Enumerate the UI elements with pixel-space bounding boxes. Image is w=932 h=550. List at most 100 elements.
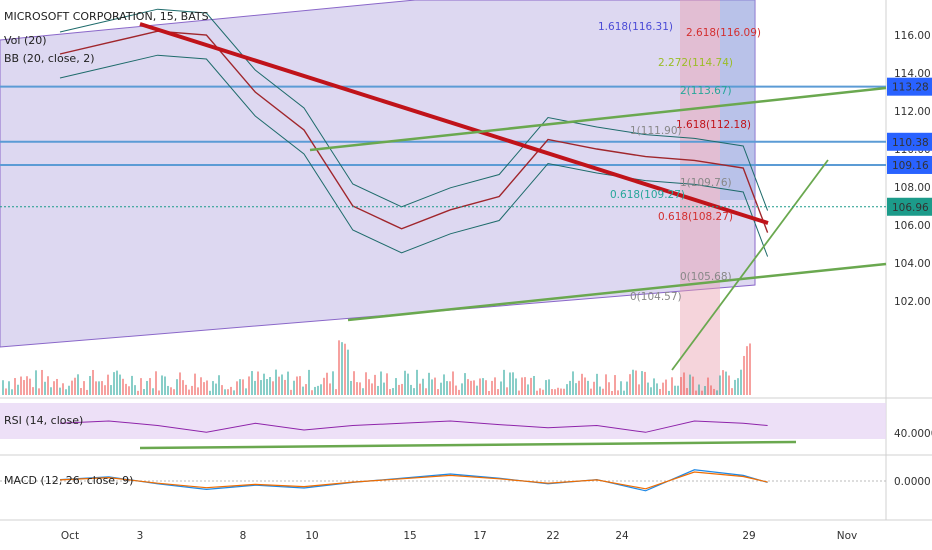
volume-bar bbox=[413, 388, 415, 395]
volume-bar bbox=[368, 379, 370, 395]
volume-bar bbox=[104, 385, 106, 395]
volume-bar bbox=[191, 385, 193, 395]
fib-label: 1(109.76) bbox=[680, 177, 732, 189]
volume-bar bbox=[59, 387, 61, 395]
volume-bar bbox=[206, 380, 208, 395]
volume-bar bbox=[473, 380, 475, 395]
macd-legend: MACD (12, 26, close, 9) bbox=[4, 474, 134, 487]
volume-bar bbox=[221, 385, 223, 395]
volume-bar bbox=[392, 388, 394, 395]
volume-bar bbox=[389, 389, 391, 395]
volume-bar bbox=[539, 388, 541, 395]
x-tick-label: 10 bbox=[305, 530, 318, 542]
volume-bar bbox=[707, 377, 709, 395]
rsi-line bbox=[59, 420, 768, 433]
volume-bar bbox=[62, 383, 64, 395]
volume-bar bbox=[572, 371, 574, 395]
volume-bar bbox=[749, 343, 751, 395]
macd-line bbox=[59, 469, 768, 492]
green-steep-trend bbox=[671, 159, 829, 371]
rsi-legend: RSI (14, close) bbox=[4, 414, 84, 427]
volume-bar bbox=[194, 373, 196, 395]
level-badge-110: 110.38 bbox=[892, 137, 929, 149]
volume-bar bbox=[476, 385, 478, 395]
volume-bar bbox=[353, 371, 355, 395]
rsi-trend-line bbox=[139, 440, 797, 450]
volume-bar bbox=[485, 380, 487, 395]
volume-bar bbox=[326, 372, 328, 395]
volume-bar bbox=[356, 382, 358, 395]
volume-bar bbox=[644, 371, 646, 395]
volume-bar bbox=[590, 388, 592, 395]
volume-bar bbox=[488, 390, 490, 395]
volume-bar bbox=[233, 390, 235, 395]
price-tick-label: 114.00 bbox=[894, 68, 931, 80]
volume-bar bbox=[428, 372, 430, 395]
volume-bar bbox=[209, 390, 211, 395]
volume-bar bbox=[263, 373, 265, 395]
volume-bar bbox=[737, 378, 739, 395]
volume-bar bbox=[377, 385, 379, 395]
volume-bar bbox=[608, 382, 610, 395]
bb-lower-band bbox=[59, 54, 769, 257]
volume-bar bbox=[110, 385, 112, 395]
volume-bar bbox=[455, 385, 457, 395]
volume-bar bbox=[575, 383, 577, 395]
volume-bar bbox=[122, 378, 124, 395]
volume-bar bbox=[635, 370, 637, 395]
fib-label: 1.618(112.18) bbox=[676, 119, 751, 131]
volume-bar bbox=[95, 381, 97, 395]
volume-bar bbox=[149, 378, 151, 395]
volume-bar bbox=[119, 374, 121, 395]
volume-bar bbox=[272, 381, 274, 395]
level-badge-113-bg bbox=[887, 77, 932, 96]
volume-bar bbox=[404, 370, 406, 395]
volume-bar bbox=[422, 378, 424, 395]
volume-bar bbox=[371, 383, 373, 395]
volume-bar bbox=[53, 381, 55, 395]
volume-bar bbox=[698, 384, 700, 395]
volume-bar bbox=[656, 383, 658, 395]
volume-bar bbox=[218, 375, 220, 395]
volume-bar bbox=[692, 376, 694, 395]
price-tick-label: 104.00 bbox=[894, 258, 931, 270]
fib-label: 0(104.57) bbox=[630, 291, 682, 303]
macd-tick-label: 0.0000 bbox=[894, 476, 931, 488]
volume-bar bbox=[401, 383, 403, 395]
volume-bar bbox=[14, 378, 16, 395]
x-tick-label: 24 bbox=[615, 530, 629, 542]
volume-bar bbox=[647, 382, 649, 395]
volume-bar bbox=[416, 369, 418, 395]
volume-bar bbox=[20, 376, 22, 395]
volume-bar bbox=[638, 384, 640, 395]
volume-bar bbox=[434, 377, 436, 395]
volume-bar bbox=[710, 385, 712, 395]
volume-bar bbox=[629, 374, 631, 395]
volume-bar bbox=[482, 378, 484, 395]
volume-bar bbox=[521, 377, 523, 395]
volume-bar bbox=[506, 387, 508, 395]
volume-bar bbox=[611, 390, 613, 395]
volume-bar bbox=[578, 380, 580, 395]
volume-bar bbox=[143, 389, 145, 395]
volume-bar bbox=[593, 381, 595, 395]
volume-bar bbox=[728, 375, 730, 395]
volume-bar bbox=[338, 340, 340, 395]
volume-bar bbox=[347, 349, 349, 395]
volume-bar bbox=[236, 381, 238, 395]
volume-bar bbox=[302, 386, 304, 395]
volume-bar bbox=[743, 355, 745, 395]
volume-bar bbox=[245, 388, 247, 395]
volume-bar bbox=[101, 381, 103, 395]
volume-bar bbox=[695, 390, 697, 395]
level-badge-109-bg bbox=[887, 155, 932, 174]
volume-bar bbox=[563, 388, 565, 395]
volume-bar bbox=[5, 388, 7, 395]
volume-bar bbox=[158, 390, 160, 395]
volume-bar bbox=[137, 390, 139, 395]
volume-bar bbox=[512, 372, 514, 395]
volume-bar bbox=[713, 388, 715, 395]
x-tick-label: 8 bbox=[240, 530, 247, 542]
volume-bar bbox=[365, 372, 367, 395]
